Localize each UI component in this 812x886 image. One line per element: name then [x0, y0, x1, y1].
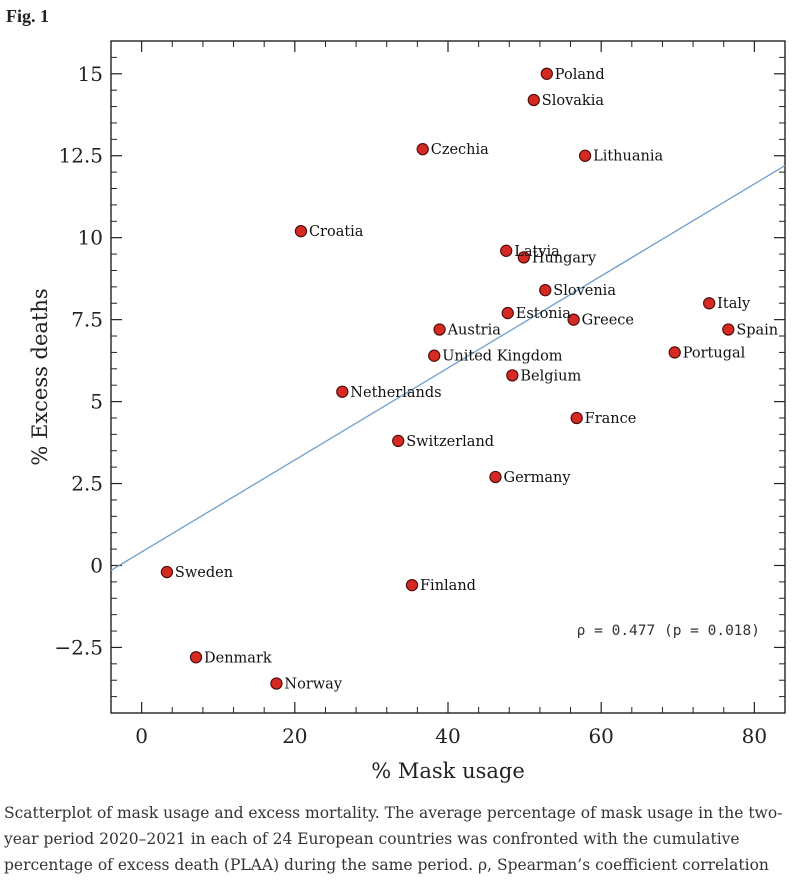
y-tick-label: 2.5 — [71, 472, 103, 496]
point-label: Hungary — [532, 250, 597, 266]
point-label: Norway — [284, 676, 342, 692]
x-tick-label: 20 — [282, 724, 307, 748]
x-tick-label: 60 — [588, 724, 613, 748]
point-label: France — [585, 411, 637, 427]
data-points — [160, 67, 735, 690]
data-point — [294, 224, 308, 238]
data-point — [570, 411, 583, 425]
point-label: Sweden — [175, 565, 233, 581]
x-tick-label: 80 — [742, 724, 767, 748]
data-point — [722, 323, 735, 336]
point-label: Switzerland — [406, 434, 494, 450]
data-point — [500, 244, 513, 257]
point-label: Slovenia — [553, 283, 616, 299]
data-point — [189, 651, 203, 664]
data-point — [517, 251, 530, 264]
data-point — [416, 143, 429, 156]
y-tick-labels: −2.5 0 2.5 5 7.5 10 12.5 15 — [54, 62, 103, 660]
point-label: Lithuania — [593, 149, 663, 165]
point-labels: Poland Slovakia Czechia Lithuania Croatia Lat… — [175, 67, 778, 693]
y-axis-label: % Excess deaths — [28, 288, 52, 465]
scatter-chart: Poland Slovakia Czechia Lithuania Croatia Lat… — [28, 40, 786, 783]
axis-ticks — [110, 40, 786, 714]
data-point — [501, 306, 514, 320]
point-label: Czechia — [431, 142, 489, 158]
y-tick-label: −2.5 — [54, 635, 103, 659]
data-point — [160, 565, 174, 579]
point-label: Italy — [717, 296, 751, 312]
x-tick-label: 40 — [435, 724, 460, 748]
data-point — [668, 346, 681, 359]
data-point — [567, 313, 580, 326]
point-label: Denmark — [204, 650, 272, 666]
data-point — [506, 369, 519, 382]
y-tick-label: 7.5 — [71, 308, 103, 332]
data-point — [433, 323, 446, 336]
x-tick-label: 0 — [135, 724, 148, 748]
y-tick-label: 5 — [90, 390, 103, 414]
point-label: Netherlands — [350, 385, 441, 401]
y-tick-label: 10 — [78, 226, 103, 250]
correlation-annotation: ρ = 0.477 (p = 0.018) — [577, 623, 760, 639]
data-point — [392, 434, 405, 448]
trend-line — [110, 165, 786, 571]
point-label: United Kingdom — [442, 349, 563, 365]
point-label: Greece — [582, 313, 634, 329]
data-point — [539, 283, 552, 297]
y-tick-label: 0 — [90, 553, 103, 577]
figure-label: Fig. 1 — [6, 6, 49, 26]
point-label: Slovakia — [542, 93, 605, 109]
point-label: Latvia — [514, 244, 560, 260]
data-point — [703, 297, 716, 310]
x-tick-labels: 0 20 40 60 80 — [135, 724, 767, 748]
data-point — [489, 470, 502, 484]
point-label: Germany — [503, 470, 571, 486]
point-label: Austria — [447, 322, 502, 338]
point-label: Portugal — [683, 345, 746, 361]
point-label: Belgium — [520, 368, 581, 384]
data-point — [405, 579, 419, 592]
x-axis-label: % Mask usage — [371, 759, 525, 783]
point-label: Poland — [555, 67, 605, 83]
data-point — [527, 93, 540, 107]
point-label: Croatia — [309, 224, 364, 240]
y-tick-label: 12.5 — [58, 144, 103, 168]
point-label: Estonia — [516, 306, 572, 322]
y-tick-label: 15 — [78, 62, 103, 86]
point-label: Finland — [420, 578, 476, 594]
data-point — [578, 149, 592, 162]
data-point — [270, 677, 283, 690]
figure-caption: Scatterplot of mask usage and excess mor… — [4, 804, 783, 874]
data-point — [428, 349, 441, 362]
data-point — [540, 67, 553, 80]
point-label: Spain — [736, 322, 778, 338]
data-point — [336, 385, 349, 398]
